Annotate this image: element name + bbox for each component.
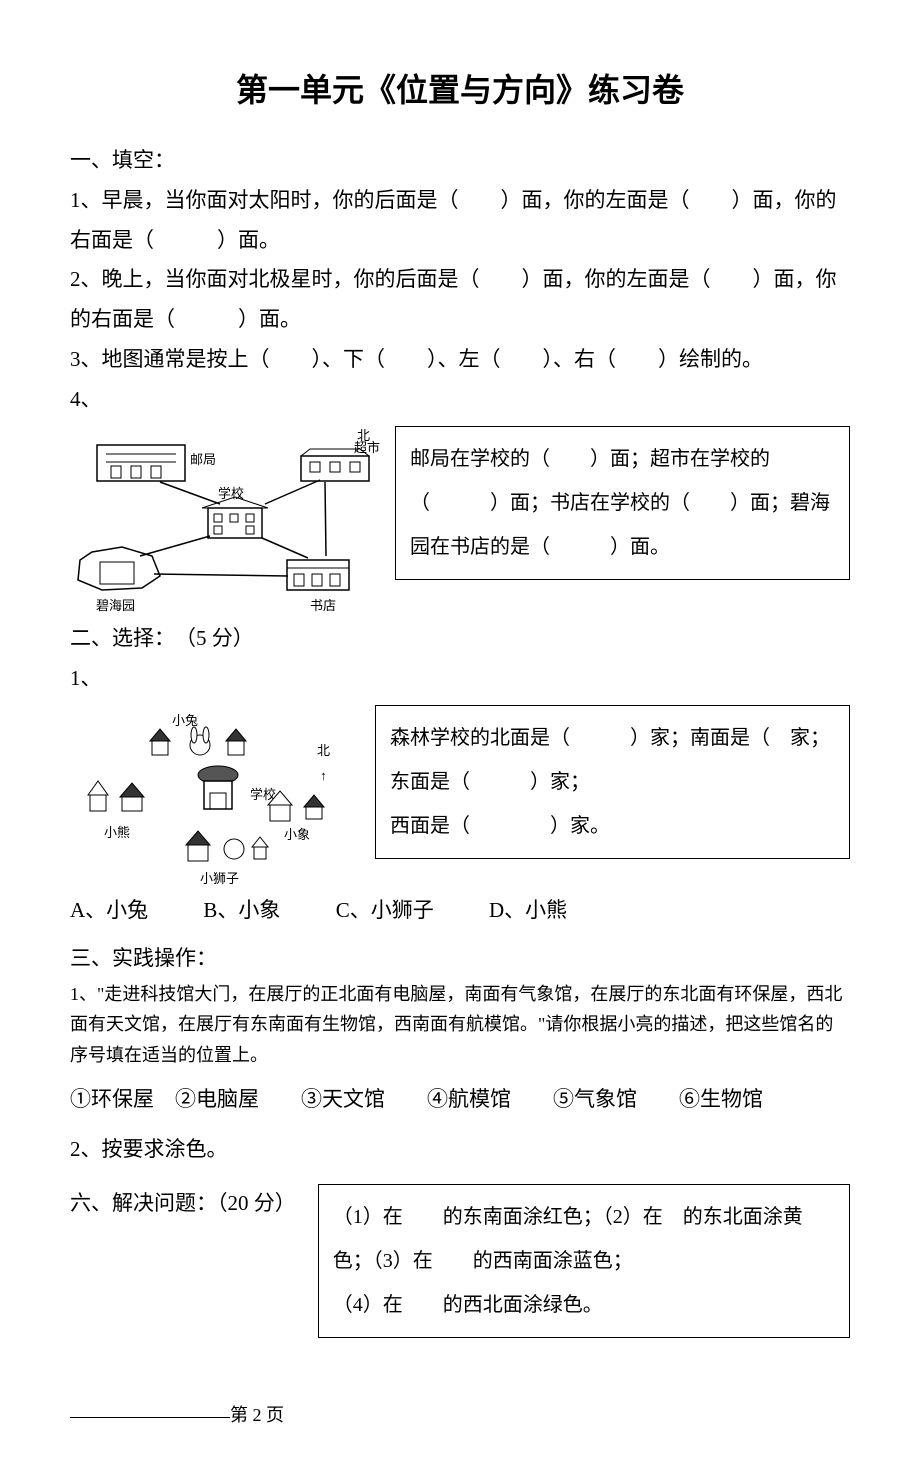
- compass-north-icon-2: 北↑: [317, 739, 330, 788]
- q2-1-textbox: 森林学校的北面是（ ）家；南面是（ 家；东面是（ ）家； 西面是（ ）家。: [375, 705, 850, 859]
- school-map-diagram: 北↑ 邮局 超市 学校 碧海园 书店: [70, 426, 380, 611]
- q1-4-textbox: 邮局在学校的（ ）面；超市在学校的（ ）面；书店在学校的（ ）面；碧海园在书店的…: [395, 426, 850, 580]
- bear-label: 小熊: [104, 821, 130, 846]
- section1-header: 一、填空：: [70, 141, 850, 181]
- q6-textbox: （1）在 的东南面涂红色；（2）在 的东北面涂黄色；（3）在 的西南面涂蓝色； …: [318, 1184, 850, 1338]
- q1-4-label: 4、: [70, 380, 850, 420]
- section3-header: 三、实践操作：: [70, 939, 850, 979]
- bihai-label: 碧海园: [96, 594, 135, 619]
- footer-line: [70, 1417, 230, 1418]
- q2-1-label: 1、: [70, 659, 850, 699]
- section2-header: 二、选择： （5 分）: [70, 619, 850, 659]
- page-footer: 第 2 页: [70, 1398, 850, 1432]
- q3-2: 2、按要求涂色。: [70, 1130, 850, 1170]
- q2-options: A、小兔 B、小象 C、小狮子 D、小熊: [70, 891, 850, 931]
- q1-4-row: 北↑ 邮局 超市 学校 碧海园 书店: [70, 426, 850, 611]
- post-office-building: [96, 444, 186, 496]
- q1-1: 1、早晨，当你面对太阳时，你的后面是（ ）面，你的左面是（ ）面，你的右面是（ …: [70, 181, 850, 261]
- page-title: 第一单元《位置与方向》练习卷: [70, 60, 850, 121]
- section6-row: 六、解决问题：（20 分） （1）在 的东南面涂红色；（2）在 的东北面涂黄色；…: [70, 1184, 850, 1338]
- post-office-label: 邮局: [190, 448, 216, 473]
- option-c: C、小狮子: [336, 891, 434, 931]
- option-a: A、小兔: [70, 891, 148, 931]
- forest-school: [188, 765, 248, 827]
- lion-label: 小狮子: [200, 867, 239, 892]
- bookstore-label: 书店: [310, 594, 336, 619]
- option-d: D、小熊: [489, 891, 567, 931]
- north-label-2: 北: [317, 743, 330, 758]
- page-number: 第 2 页: [230, 1405, 284, 1425]
- q2-1-row: 北↑ 小兔 学校 小熊 小象 小狮子 森林学校的北面是（ ）家；南面是（ 家；东…: [70, 705, 850, 885]
- q3-list: ①环保屋 ②电脑屋 ③天文馆 ④航模馆 ⑤气象馆 ⑥生物馆: [70, 1080, 850, 1120]
- q1-3: 3、地图通常是按上（ ）、下（ ）、左（ ）、右（ ）绘制的。: [70, 340, 850, 380]
- school-label: 学校: [218, 482, 244, 507]
- elephant-label: 小象: [284, 823, 310, 848]
- q3-1: 1、"走进科技馆大门，在展厅的正北面有电脑屋，南面有气象馆，在展厅的东北面有环保…: [70, 979, 850, 1071]
- supermarket-label: 超市: [354, 436, 380, 461]
- q1-2: 2、晚上，当你面对北极星时，你的后面是（ ）面，你的左面是（ ）面，你的右面是（…: [70, 260, 850, 340]
- option-b: B、小象: [203, 891, 280, 931]
- section6-header: 六、解决问题：（20 分）: [70, 1184, 296, 1224]
- forest-map-diagram: 北↑ 小兔 学校 小熊 小象 小狮子: [70, 705, 360, 885]
